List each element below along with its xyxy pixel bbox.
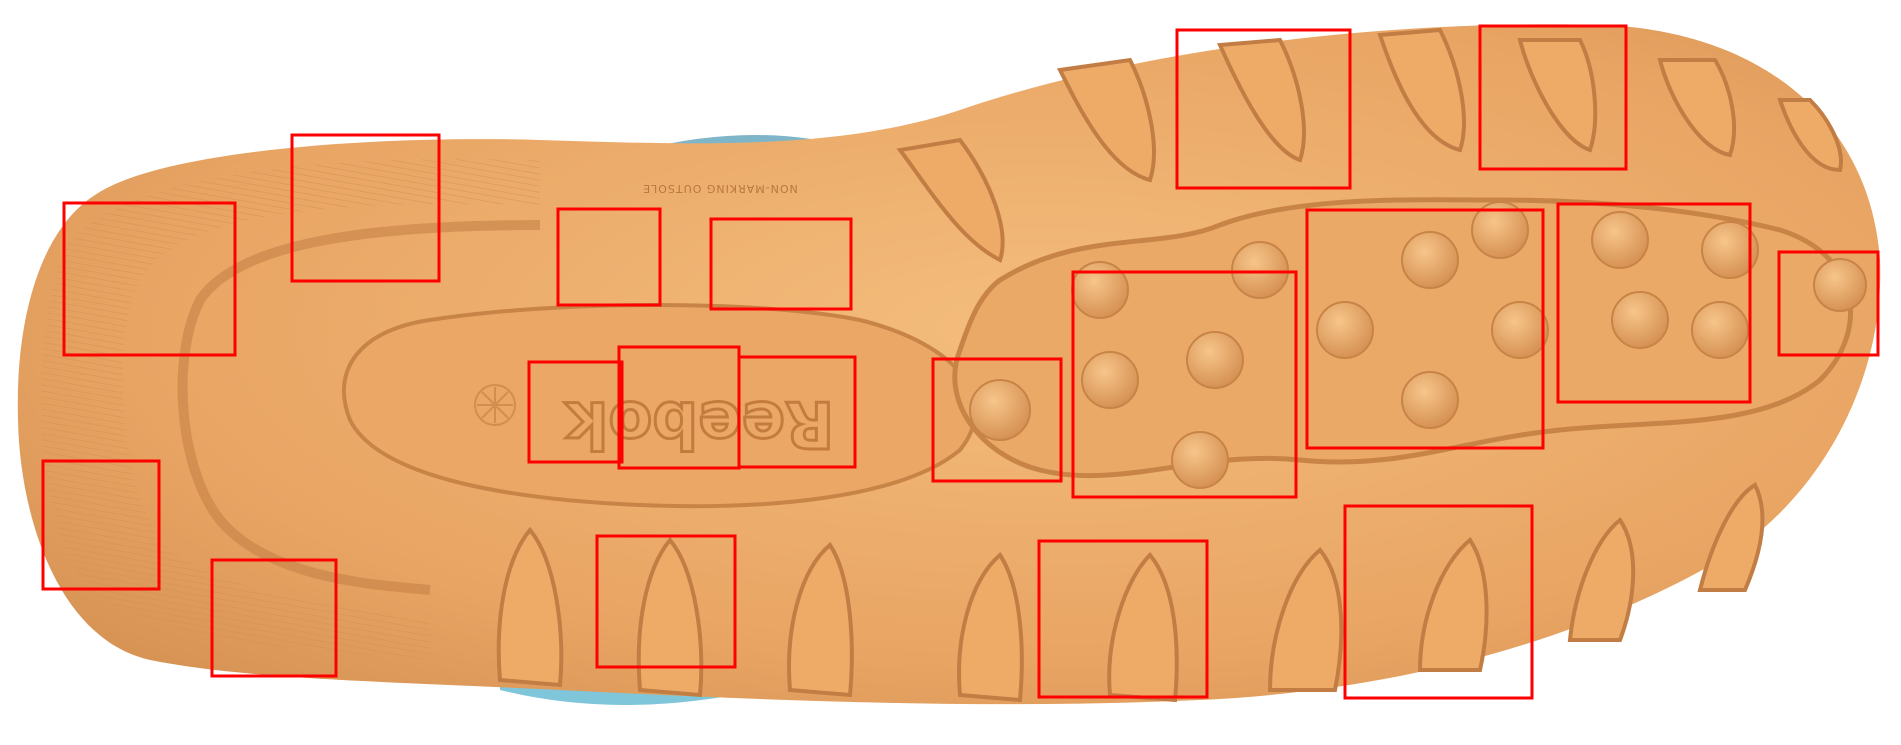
annotation-box	[210, 558, 338, 678]
brand-wordmark: Reebok	[564, 386, 834, 460]
annotation-box	[737, 355, 857, 469]
annotation-box	[931, 357, 1063, 483]
annotation-box	[1556, 202, 1752, 404]
annotation-box	[1071, 270, 1298, 499]
annotation-box	[290, 133, 441, 283]
annotation-box	[1175, 28, 1352, 190]
bottom-lugs	[496, 482, 1765, 703]
starcrest-emblem	[474, 384, 516, 426]
heel-groove	[177, 220, 541, 595]
annotation-box	[527, 360, 624, 464]
non-marking-outsole-text: NON-MARKING OUTSOLE	[642, 182, 798, 195]
annotation-box	[1478, 24, 1628, 171]
outsole-note: NON-MARKING OUTSOLE	[642, 182, 798, 195]
annotation-box	[709, 217, 853, 311]
annotation-box	[62, 201, 237, 357]
annotation-box	[1777, 250, 1880, 357]
annotation-box	[41, 459, 161, 591]
annotation-boxes	[41, 24, 1880, 700]
annotation-box	[556, 207, 662, 307]
annotation-box	[1037, 539, 1209, 699]
brand-logo: Reebok	[563, 385, 836, 462]
top-lugs	[896, 27, 1843, 263]
annotation-box	[1343, 504, 1534, 700]
forefoot-channel	[952, 197, 1853, 479]
annotation-box	[1305, 208, 1545, 450]
forefoot-studs	[969, 201, 1867, 489]
annotation-box	[595, 534, 737, 669]
